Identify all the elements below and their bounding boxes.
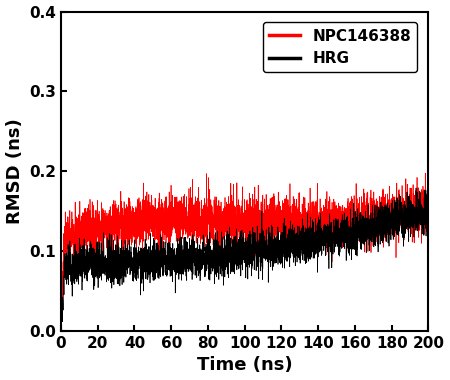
NPC146388 [325,217,331,222]
Line: NPC146388: NPC146388 [61,173,428,329]
NPC146388 [58,326,64,331]
Y-axis label: RMSD (ns): RMSD (ns) [5,119,23,224]
Line: HRG: HRG [61,188,428,331]
NPC146388 [233,215,238,219]
HRG [233,245,238,249]
NPC146388 [414,200,420,205]
X-axis label: Time (ns): Time (ns) [197,356,292,374]
HRG [396,225,401,230]
HRG [414,186,419,190]
HRG [414,206,420,211]
HRG [213,230,218,235]
HRG [216,239,221,244]
HRG [58,329,63,333]
NPC146388 [216,222,221,226]
NPC146388 [396,209,402,214]
HRG [426,211,431,215]
HRG [325,233,331,237]
NPC146388 [58,316,63,320]
NPC146388 [213,211,218,215]
NPC146388 [423,171,428,176]
NPC146388 [426,178,431,183]
Legend: NPC146388, HRG: NPC146388, HRG [263,22,417,72]
